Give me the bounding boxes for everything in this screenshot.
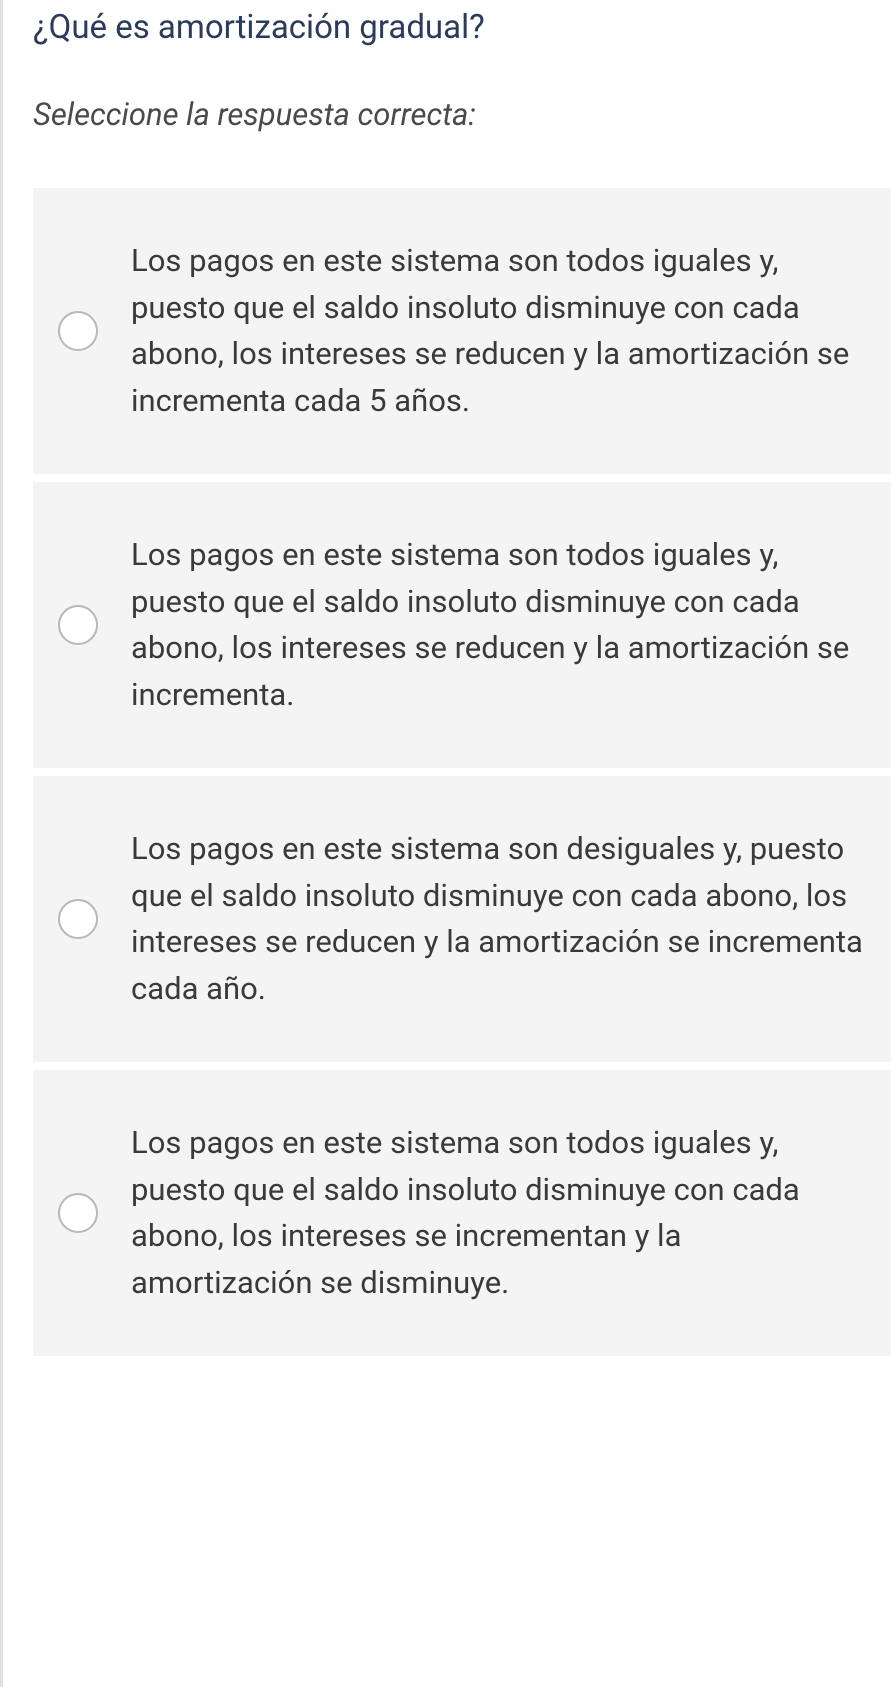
radio-icon[interactable] [58, 311, 98, 351]
option-4[interactable]: Los pagos en este sistema son todos igua… [33, 1070, 891, 1356]
option-1-text: Los pagos en este sistema son todos igua… [131, 238, 863, 424]
options-list: Los pagos en este sistema son todos igua… [33, 188, 891, 1356]
option-3[interactable]: Los pagos en este sistema son desiguales… [33, 776, 891, 1062]
question-title: ¿Qué es amortización gradual? [33, 5, 891, 51]
radio-icon[interactable] [58, 899, 98, 939]
option-2-text: Los pagos en este sistema son todos igua… [131, 532, 863, 718]
option-2[interactable]: Los pagos en este sistema son todos igua… [33, 482, 891, 768]
option-1[interactable]: Los pagos en este sistema son todos igua… [33, 188, 891, 474]
option-3-text: Los pagos en este sistema son desiguales… [131, 826, 863, 1012]
question-instruction: Seleccione la respuesta correcta: [33, 96, 891, 133]
radio-icon[interactable] [58, 1193, 98, 1233]
option-4-text: Los pagos en este sistema son todos igua… [131, 1120, 863, 1306]
radio-icon[interactable] [58, 605, 98, 645]
question-container: ¿Qué es amortización gradual? Seleccione… [0, 0, 891, 1687]
